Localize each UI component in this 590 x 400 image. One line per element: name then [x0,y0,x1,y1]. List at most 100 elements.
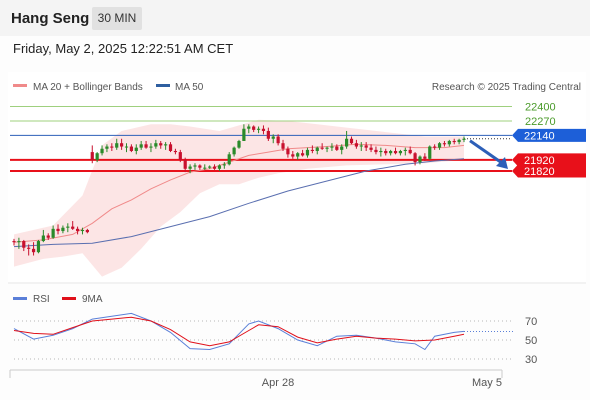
candle-body [232,147,236,155]
candle-body [315,147,319,151]
candle-body [120,143,124,147]
level-label-22270: 22270 [525,116,556,128]
candle-body [193,165,197,167]
forecast-arrow-shaft [469,139,503,165]
legend-ma50-label: MA 50 [175,82,204,93]
candle-body [129,146,133,151]
candle-body [71,226,75,229]
candle-body [408,149,412,154]
candle-body [442,143,447,145]
candle-body [217,165,222,169]
candle-body [452,140,456,143]
candle-body [345,138,349,147]
candle-body [247,126,251,129]
candle-body [12,241,16,243]
legend-rsi-swatch [13,297,27,300]
x-tick-may5: May 5 [472,377,502,389]
candle-body [66,226,70,228]
level-tag-21920 [512,153,586,167]
candle-body [305,149,310,156]
candle-body [178,152,182,160]
candle-body [149,146,153,148]
candle-body [212,166,217,169]
candle-body [242,128,246,141]
legend-9ma-swatch [62,297,76,300]
candle-body [286,148,290,155]
candle-body [124,146,129,148]
legend-rsi-label: RSI [33,294,50,305]
candle-body [56,228,60,232]
rsi-tick-30: 30 [525,354,537,366]
rsi-tick-70: 70 [525,316,537,328]
candle-body [115,143,119,148]
candle-body [276,136,280,144]
candle-body [423,156,427,159]
symbol-title: Hang Seng [11,10,90,27]
candle-body [61,227,65,232]
candle-body [95,153,99,160]
candle-body [36,241,41,253]
level-label-21820: 21820 [524,166,555,178]
candle-body [159,143,163,146]
candle-body [462,138,466,140]
level-tag-21820 [512,164,586,178]
level-label-22140: 22140 [524,130,555,142]
candle-body [222,164,226,166]
candle-body [208,166,212,168]
candle-body [110,146,114,148]
candle-body [252,126,256,130]
candle-body [31,248,36,253]
candle-body [335,146,339,150]
candle-body [100,148,104,154]
datetime-label: Friday, May 2, 2025 12:22:51 AM CET [13,41,234,56]
candle-body [46,235,50,238]
candle-body [457,139,461,143]
legend-ma50-swatch [156,84,170,87]
candle-body [393,150,398,154]
research-credit: Research © 2025 Trading Central [432,82,581,93]
candle-body [428,146,432,159]
candle-body [203,167,207,169]
legend-ma20-swatch [13,84,27,87]
candle-body [134,147,138,151]
candle-body [403,149,407,151]
candle-body [22,241,26,248]
ma50-line [13,158,465,248]
candle-body [418,156,422,163]
candle-body [198,165,202,168]
candle-body [75,228,80,232]
timeframe-button[interactable]: 30 MIN [92,7,142,30]
rsi-tick-50: 50 [525,335,537,347]
level-label-22400: 22400 [525,102,556,114]
forecast-arrow-head [496,157,508,169]
candle-body [27,247,31,249]
candle-body [85,229,89,233]
candle-body [384,150,388,154]
candle-body [364,145,368,148]
candle-body [144,144,148,148]
candle-body [51,228,55,238]
candle-body [139,144,143,148]
candle-body [281,143,285,149]
candle-body [164,144,168,146]
legend-ma20-label: MA 20 + Bollinger Bands [33,82,143,93]
x-tick-apr28: Apr 28 [262,377,294,389]
candle-body [437,143,442,148]
candle-body [154,143,158,147]
candle-body [433,146,437,148]
level-tag-22140 [512,128,586,142]
candle-body [271,136,275,139]
candle-body [227,154,231,165]
candle-body [291,154,295,157]
candle-body [168,144,173,151]
rsi-9ma-line [13,316,465,347]
candle-body [310,149,314,151]
candle-body [266,130,270,139]
header-bar: Hang Seng 30 MIN [0,0,590,36]
rsi-line [13,312,465,351]
candle-body [261,128,266,131]
candle-body [296,153,300,157]
candle-body [17,241,21,243]
